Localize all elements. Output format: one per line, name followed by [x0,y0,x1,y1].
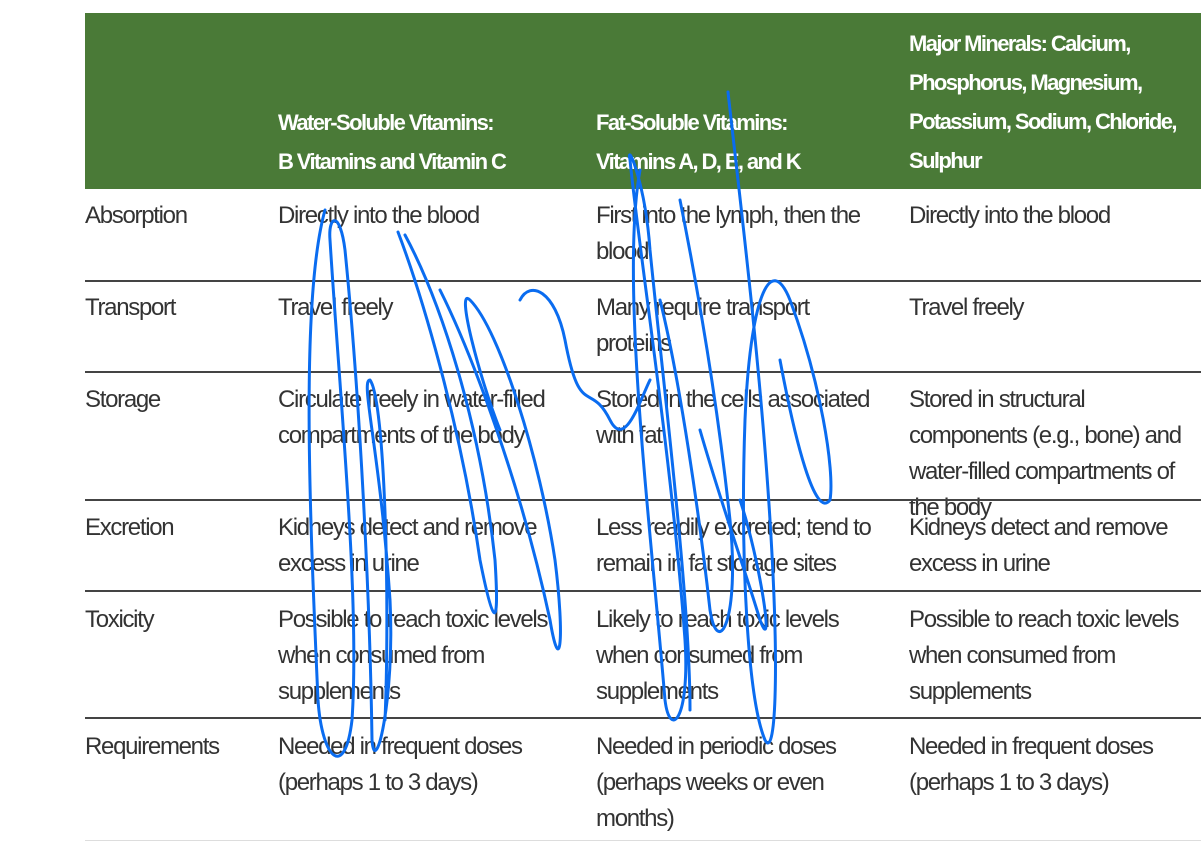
cell-water: Directly into the blood [278,202,480,229]
cell-fat: First into the lymph, then the blood [596,202,861,265]
header-line: Major Minerals: Calcium, [909,31,1131,56]
row-label: Transport [85,294,176,321]
table-header: Water-Soluble Vitamins: B Vitamins and V… [85,13,1201,189]
header-line: B Vitamins and Vitamin C [278,149,507,174]
row-divider [85,590,1201,592]
row-label: Excretion [85,514,175,541]
cell-fat: Many require transport proteins [596,294,810,357]
cell-fat: Likely to reach toxic levels when consum… [596,606,840,705]
cell-minerals: Possible to reach toxic levels when cons… [909,606,1179,705]
cell-minerals: Needed in frequent doses (perhaps 1 to 3… [909,733,1154,796]
header-major-minerals: Major Minerals: Calcium, Phosphorus, Mag… [909,24,1178,180]
header-line: Phosphorus, Magnesium, [909,70,1143,95]
row-divider [85,371,1201,373]
header-line: Sulphur [909,148,983,173]
table-bottom-border [85,840,1201,841]
cell-water: Possible to reach toxic levels when cons… [278,606,548,705]
header-water-soluble: Water-Soluble Vitamins: B Vitamins and V… [278,103,507,181]
cell-minerals: Stored in structural components (e.g., b… [909,386,1182,521]
cell-fat: Stored in the cells associated with fat [596,386,870,449]
header-line: Water-Soluble Vitamins: [278,110,495,135]
cell-water: Needed in frequent doses (perhaps 1 to 3… [278,733,523,796]
cell-water: Kidneys detect and remove excess in urin… [278,514,538,577]
row-divider [85,280,1201,282]
row-divider [85,717,1201,719]
row-label: Requirements [85,733,220,760]
header-fat-soluble: Fat-Soluble Vitamins: Vitamins A, D, E, … [596,103,802,181]
header-line: Fat-Soluble Vitamins: [596,110,789,135]
row-label: Toxicity [85,606,155,633]
cell-minerals: Kidneys detect and remove excess in urin… [909,514,1169,577]
cell-water: Travel freely [278,294,394,321]
cell-minerals: Travel freely [909,294,1025,321]
row-label: Absorption [85,202,188,229]
cell-fat: Needed in periodic doses (perhaps weeks … [596,733,837,832]
row-label: Storage [85,386,161,413]
cell-water: Circulate freely in water-filled compart… [278,386,546,449]
scribble-stroke [438,288,562,651]
cell-minerals: Directly into the blood [909,202,1111,229]
header-line: Potassium, Sodium, Chloride, [909,109,1178,134]
row-divider [85,499,1201,501]
header-line: Vitamins A, D, E, and K [596,149,802,174]
cell-fat: Less readily excreted; tend to remain in… [596,514,872,577]
